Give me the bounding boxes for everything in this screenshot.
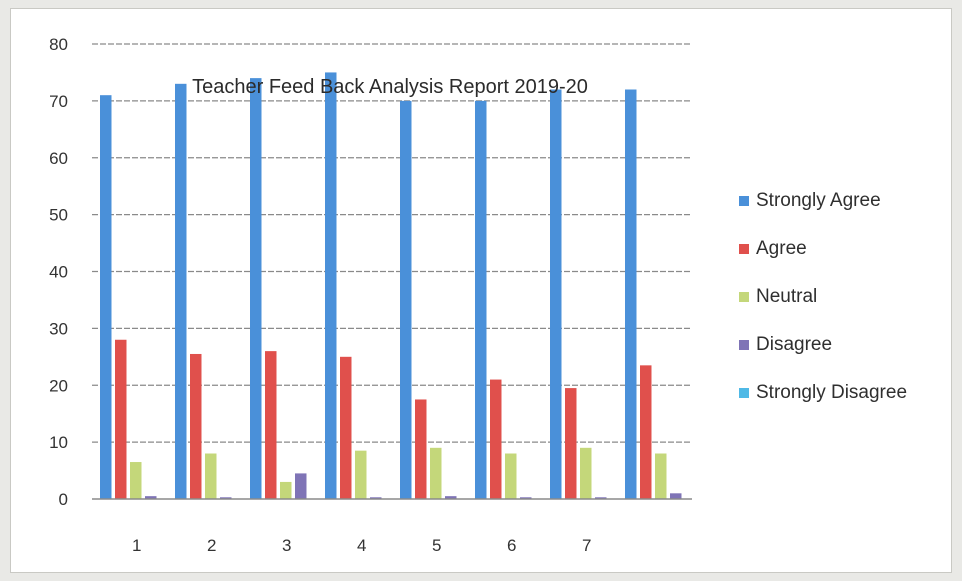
x-tick-label: 6 bbox=[507, 536, 516, 555]
bar-agree bbox=[115, 339, 127, 499]
bar-strongly-agree bbox=[550, 89, 562, 499]
y-tick-label: 0 bbox=[59, 490, 68, 509]
y-tick-label: 20 bbox=[49, 376, 68, 395]
x-tick-label: 1 bbox=[132, 536, 141, 555]
bar-strongly-agree bbox=[250, 78, 262, 499]
y-tick-label: 10 bbox=[49, 433, 68, 452]
x-tick-label: 2 bbox=[207, 536, 216, 555]
legend-label: Strongly Agree bbox=[756, 190, 881, 211]
bar-disagree bbox=[295, 473, 307, 499]
bar-series bbox=[100, 72, 682, 499]
x-tick-label: 4 bbox=[357, 536, 366, 555]
legend-swatch bbox=[739, 292, 749, 302]
bar-neutral bbox=[205, 453, 217, 499]
legend-swatch bbox=[739, 244, 749, 254]
bar-disagree bbox=[220, 497, 232, 499]
bar-agree bbox=[490, 379, 502, 499]
bar-neutral bbox=[355, 450, 367, 499]
bar-strongly-agree bbox=[400, 100, 412, 499]
bar-strongly-agree bbox=[325, 72, 337, 499]
y-tick-label: 30 bbox=[49, 319, 68, 338]
x-axis-tick-labels: 1 2 3 4 5 6 7 bbox=[132, 536, 591, 555]
bar-neutral bbox=[655, 453, 667, 499]
legend-swatch bbox=[739, 196, 749, 206]
x-tick-label: 3 bbox=[282, 536, 291, 555]
y-tick-label: 60 bbox=[49, 149, 68, 168]
bar-neutral bbox=[580, 447, 592, 499]
bar-neutral bbox=[505, 453, 517, 499]
y-tick-label: 70 bbox=[49, 92, 68, 111]
bar-disagree bbox=[670, 493, 682, 499]
legend-label: Neutral bbox=[756, 286, 817, 307]
bar-neutral bbox=[430, 447, 442, 499]
legend-label: Agree bbox=[756, 238, 807, 259]
y-tick-label: 50 bbox=[49, 206, 68, 225]
bar-strongly-agree bbox=[100, 95, 112, 499]
bar-strongly-agree bbox=[175, 83, 187, 499]
legend-label: Disagree bbox=[756, 334, 832, 355]
bar-neutral bbox=[130, 462, 142, 499]
bar-strongly-agree bbox=[625, 89, 637, 499]
bar-agree bbox=[565, 388, 577, 499]
bar-disagree bbox=[520, 497, 532, 499]
legend-swatch bbox=[739, 388, 749, 398]
y-tick-label: 40 bbox=[49, 263, 68, 282]
legend: Strongly Agree Agree Neutral Disagree Strong… bbox=[739, 190, 907, 403]
bar-agree bbox=[265, 351, 277, 499]
bar-strongly-agree bbox=[475, 100, 487, 499]
bar-agree bbox=[415, 399, 427, 499]
bar-disagree bbox=[445, 496, 457, 499]
legend-label: Strongly Disagree bbox=[756, 382, 907, 403]
bar-neutral bbox=[280, 481, 292, 499]
bar-disagree bbox=[595, 497, 607, 499]
y-axis-tick-labels: 0 10 20 30 40 50 60 70 80 bbox=[49, 35, 68, 509]
bar-agree bbox=[340, 356, 352, 499]
chart-title: Teacher Feed Back Analysis Report 2019-2… bbox=[192, 76, 588, 98]
y-tick-label: 80 bbox=[49, 35, 68, 54]
bar-disagree bbox=[370, 497, 382, 499]
bar-agree bbox=[640, 365, 652, 499]
x-tick-label: 7 bbox=[582, 536, 591, 555]
bar-disagree bbox=[145, 496, 157, 499]
x-tick-label: 5 bbox=[432, 536, 441, 555]
bar-agree bbox=[190, 353, 202, 499]
legend-swatch bbox=[739, 340, 749, 350]
